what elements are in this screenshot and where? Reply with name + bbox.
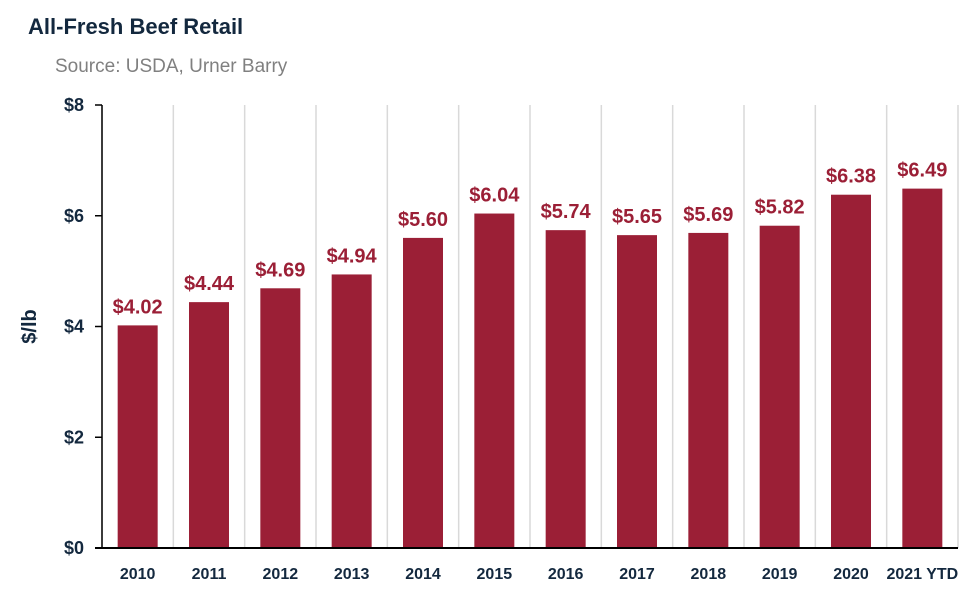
x-tick-label: 2018 xyxy=(691,566,727,583)
x-tick-label: 2017 xyxy=(619,566,655,583)
bar xyxy=(403,237,443,548)
y-axis-title: $/lb xyxy=(19,309,41,343)
bar xyxy=(260,288,301,548)
bar xyxy=(617,235,657,548)
data-label: $4.69 xyxy=(255,259,305,281)
x-tick-label: 2011 xyxy=(192,566,227,583)
data-label: $6.38 xyxy=(826,166,876,188)
y-tick-label: $2 xyxy=(64,427,84,447)
bar xyxy=(117,325,158,548)
bar xyxy=(688,232,729,548)
data-label: $5.69 xyxy=(683,204,733,226)
data-label: $5.82 xyxy=(755,197,805,219)
data-label: $5.60 xyxy=(398,209,448,231)
chart-title: All-Fresh Beef Retail xyxy=(28,14,244,39)
data-label: $5.74 xyxy=(541,201,592,223)
data-label: $5.65 xyxy=(612,206,662,228)
x-tick-label: 2019 xyxy=(762,566,798,583)
data-label: $4.44 xyxy=(184,273,235,295)
x-tick-label: 2010 xyxy=(120,566,156,583)
y-tick-label: $4 xyxy=(64,317,84,337)
x-tick-label: 2012 xyxy=(263,566,299,583)
x-tick-label: 2015 xyxy=(477,566,513,583)
y-tick-label: $6 xyxy=(64,206,84,226)
data-label: $6.49 xyxy=(897,160,947,182)
x-tick-label: 2016 xyxy=(548,566,584,583)
bar xyxy=(831,194,871,548)
x-tick-label: 2021 YTD xyxy=(886,566,958,583)
bar xyxy=(759,225,800,548)
y-tick-label: $0 xyxy=(64,538,84,558)
x-tick-label: 2014 xyxy=(405,566,441,583)
bar xyxy=(331,274,372,548)
data-label: $4.94 xyxy=(327,245,378,267)
bar xyxy=(902,188,943,548)
x-tick-label: 2020 xyxy=(833,566,869,583)
bar xyxy=(474,213,515,548)
chart-subtitle: Source: USDA, Urner Barry xyxy=(55,56,288,77)
data-label: $4.02 xyxy=(113,296,163,318)
bar xyxy=(545,230,586,548)
x-tick-label: 2013 xyxy=(334,566,370,583)
bar xyxy=(189,302,229,548)
data-label: $6.04 xyxy=(469,185,520,207)
y-tick-label: $8 xyxy=(64,95,84,115)
